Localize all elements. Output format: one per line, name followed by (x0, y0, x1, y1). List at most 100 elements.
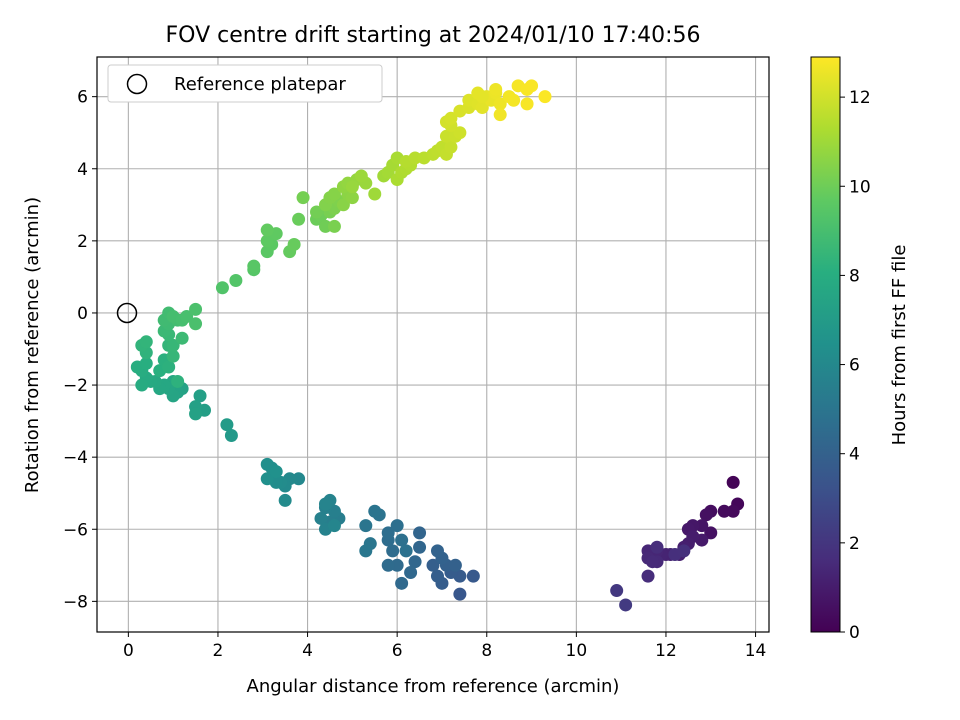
colorbar-tick-label: 2 (849, 534, 860, 554)
data-point (507, 93, 521, 107)
y-tick-label: 6 (77, 88, 88, 108)
data-point (695, 519, 709, 533)
data-point (229, 274, 243, 288)
data-point (278, 493, 292, 507)
x-tick-label: 12 (655, 641, 677, 661)
data-point (135, 378, 149, 392)
data-point (171, 374, 185, 388)
data-point (475, 90, 489, 104)
data-point (269, 465, 283, 479)
data-point (175, 331, 189, 345)
colorbar-tick-label: 12 (849, 88, 871, 108)
data-point (726, 504, 740, 518)
y-tick-label: −4 (63, 448, 88, 468)
data-point (327, 187, 341, 201)
x-tick-label: 8 (481, 641, 492, 661)
data-point (448, 558, 462, 572)
y-tick-label: −2 (63, 376, 88, 396)
data-point (220, 418, 234, 432)
data-point (189, 407, 203, 421)
x-tick-label: 4 (302, 641, 313, 661)
data-point (327, 519, 341, 533)
data-point (247, 259, 261, 273)
data-point (453, 587, 467, 601)
y-tick-label: 0 (77, 304, 88, 324)
data-point (359, 544, 373, 558)
data-point (166, 338, 180, 352)
colorbar-tick-label: 0 (849, 623, 860, 643)
data-point (381, 526, 395, 540)
data-point (717, 504, 731, 518)
y-axis-ticks: −8 −6 −4 −2 0 2 4 6 (63, 88, 97, 612)
y-axis-label: Rotation from reference (arcmin) (22, 197, 43, 493)
data-point (404, 566, 418, 580)
data-point (368, 504, 382, 518)
colorbar-label: Hours from first FF file (889, 245, 910, 446)
data-point (189, 317, 203, 331)
y-tick-label: −8 (63, 592, 88, 612)
data-point (677, 544, 691, 558)
data-point (426, 558, 440, 572)
data-point (466, 569, 480, 583)
data-point (493, 108, 507, 122)
data-point (408, 151, 422, 165)
y-tick-label: 2 (77, 232, 88, 252)
data-point (650, 540, 664, 554)
data-point (390, 558, 404, 572)
data-point (139, 356, 153, 370)
data-point (359, 519, 373, 533)
x-axis-ticks: 0 2 4 6 8 10 12 14 (123, 632, 766, 661)
x-tick-label: 14 (745, 641, 767, 661)
data-point (390, 519, 404, 533)
data-point (224, 429, 238, 443)
data-point (430, 544, 444, 558)
legend-box (107, 64, 383, 103)
legend: Reference platepar (107, 64, 383, 103)
colorbar-tick-label: 10 (849, 177, 871, 197)
data-point (475, 100, 489, 114)
legend-reference-marker (126, 73, 148, 95)
data-point (399, 544, 413, 558)
data-point (368, 187, 382, 201)
data-point (189, 302, 203, 316)
data-point (395, 533, 409, 547)
plot-frame (96, 56, 770, 633)
x-tick-label: 6 (392, 641, 403, 661)
x-tick-label: 0 (123, 641, 134, 661)
reference-marker (116, 302, 138, 324)
data-point (314, 511, 328, 525)
data-point (381, 558, 395, 572)
legend-entry-reference: Reference platepar (174, 74, 346, 95)
colorbar-tick-label: 6 (849, 356, 860, 376)
data-point (520, 97, 534, 111)
data-point (430, 569, 444, 583)
y-tick-label: −6 (63, 520, 88, 540)
data-point (260, 234, 274, 248)
data-point (646, 555, 660, 569)
data-point (292, 212, 306, 226)
data-point (726, 475, 740, 489)
data-point (395, 576, 409, 590)
colorbar-tick-label: 8 (849, 266, 860, 286)
data-point (538, 90, 552, 104)
x-axis-label: Angular distance from reference (arcmin) (247, 676, 620, 697)
data-point (318, 219, 332, 233)
data-point (180, 310, 194, 324)
data-point (619, 598, 633, 612)
y-tick-label: 4 (77, 160, 88, 180)
data-point (296, 191, 310, 205)
data-point (489, 82, 503, 96)
data-point (166, 349, 180, 363)
data-point (260, 223, 274, 237)
data-point (439, 129, 453, 143)
data-point (408, 555, 422, 569)
data-point (336, 198, 350, 212)
data-point (215, 281, 229, 295)
data-point (610, 584, 624, 598)
data-point (444, 111, 458, 125)
data-point (413, 526, 427, 540)
data-point (260, 472, 274, 486)
colorbar (810, 56, 841, 633)
data-point (327, 219, 341, 233)
